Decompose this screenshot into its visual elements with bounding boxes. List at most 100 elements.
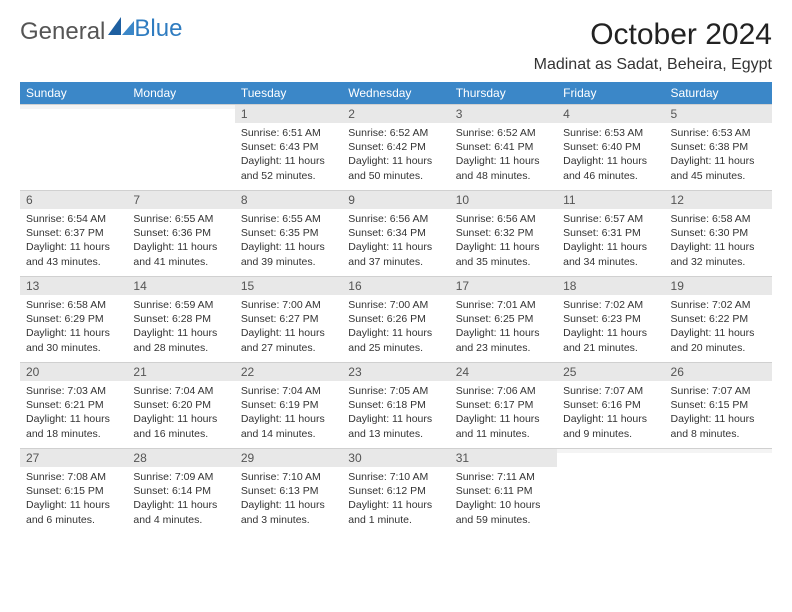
day-number: 31: [450, 448, 557, 467]
day-number: 17: [450, 276, 557, 295]
day-details: Sunrise: 6:53 AMSunset: 6:40 PMDaylight:…: [557, 123, 664, 187]
sunset-text: Sunset: 6:43 PM: [241, 140, 336, 154]
day-number: 19: [665, 276, 772, 295]
sunrise-text: Sunrise: 7:07 AM: [563, 384, 658, 398]
day-number: 28: [127, 448, 234, 467]
sunrise-text: Sunrise: 7:02 AM: [563, 298, 658, 312]
sunrise-text: Sunrise: 7:03 AM: [26, 384, 121, 398]
daylight-text: Daylight: 11 hours and 4 minutes.: [133, 498, 228, 526]
day-details: Sunrise: 6:53 AMSunset: 6:38 PMDaylight:…: [665, 123, 772, 187]
sunrise-text: Sunrise: 6:58 AM: [26, 298, 121, 312]
sunset-text: Sunset: 6:16 PM: [563, 398, 658, 412]
calendar-day-cell: 12Sunrise: 6:58 AMSunset: 6:30 PMDayligh…: [665, 190, 772, 276]
day-number: 22: [235, 362, 342, 381]
day-details: Sunrise: 7:03 AMSunset: 6:21 PMDaylight:…: [20, 381, 127, 445]
sunset-text: Sunset: 6:36 PM: [133, 226, 228, 240]
month-title: October 2024: [534, 18, 772, 52]
day-details: Sunrise: 6:58 AMSunset: 6:29 PMDaylight:…: [20, 295, 127, 359]
sunset-text: Sunset: 6:14 PM: [133, 484, 228, 498]
day-details: Sunrise: 7:07 AMSunset: 6:15 PMDaylight:…: [665, 381, 772, 445]
sunrise-text: Sunrise: 6:54 AM: [26, 212, 121, 226]
day-number: [20, 104, 127, 109]
day-number: 24: [450, 362, 557, 381]
day-number: 11: [557, 190, 664, 209]
calendar-day-cell: 21Sunrise: 7:04 AMSunset: 6:20 PMDayligh…: [127, 362, 234, 448]
daylight-text: Daylight: 11 hours and 23 minutes.: [456, 326, 551, 354]
day-number: 15: [235, 276, 342, 295]
sunrise-text: Sunrise: 7:04 AM: [133, 384, 228, 398]
sunrise-text: Sunrise: 7:02 AM: [671, 298, 766, 312]
sunrise-text: Sunrise: 6:56 AM: [348, 212, 443, 226]
weekday-header: Thursday: [450, 82, 557, 104]
day-details: Sunrise: 6:52 AMSunset: 6:41 PMDaylight:…: [450, 123, 557, 187]
day-details: Sunrise: 7:01 AMSunset: 6:25 PMDaylight:…: [450, 295, 557, 359]
daylight-text: Daylight: 11 hours and 28 minutes.: [133, 326, 228, 354]
day-details: Sunrise: 7:10 AMSunset: 6:13 PMDaylight:…: [235, 467, 342, 531]
sunrise-text: Sunrise: 6:52 AM: [348, 126, 443, 140]
sunrise-text: Sunrise: 6:51 AM: [241, 126, 336, 140]
calendar-day-cell: 23Sunrise: 7:05 AMSunset: 6:18 PMDayligh…: [342, 362, 449, 448]
daylight-text: Daylight: 11 hours and 27 minutes.: [241, 326, 336, 354]
daylight-text: Daylight: 10 hours and 59 minutes.: [456, 498, 551, 526]
day-number: 10: [450, 190, 557, 209]
daylight-text: Daylight: 11 hours and 46 minutes.: [563, 154, 658, 182]
day-details: Sunrise: 6:56 AMSunset: 6:32 PMDaylight:…: [450, 209, 557, 273]
sunrise-text: Sunrise: 7:11 AM: [456, 470, 551, 484]
sunrise-text: Sunrise: 6:55 AM: [133, 212, 228, 226]
calendar-day-cell: 10Sunrise: 6:56 AMSunset: 6:32 PMDayligh…: [450, 190, 557, 276]
sunset-text: Sunset: 6:35 PM: [241, 226, 336, 240]
weekday-header: Tuesday: [235, 82, 342, 104]
daylight-text: Daylight: 11 hours and 20 minutes.: [671, 326, 766, 354]
calendar-week-row: 13Sunrise: 6:58 AMSunset: 6:29 PMDayligh…: [20, 276, 772, 362]
day-number: 6: [20, 190, 127, 209]
location: Madinat as Sadat, Beheira, Egypt: [534, 56, 772, 74]
day-number: [127, 104, 234, 109]
sunset-text: Sunset: 6:19 PM: [241, 398, 336, 412]
daylight-text: Daylight: 11 hours and 18 minutes.: [26, 412, 121, 440]
daylight-text: Daylight: 11 hours and 11 minutes.: [456, 412, 551, 440]
sunrise-text: Sunrise: 7:06 AM: [456, 384, 551, 398]
day-number: 14: [127, 276, 234, 295]
day-details: Sunrise: 7:07 AMSunset: 6:16 PMDaylight:…: [557, 381, 664, 445]
daylight-text: Daylight: 11 hours and 16 minutes.: [133, 412, 228, 440]
calendar-day-cell: 19Sunrise: 7:02 AMSunset: 6:22 PMDayligh…: [665, 276, 772, 362]
sunrise-text: Sunrise: 6:56 AM: [456, 212, 551, 226]
sunrise-text: Sunrise: 7:08 AM: [26, 470, 121, 484]
calendar-day-cell: 20Sunrise: 7:03 AMSunset: 6:21 PMDayligh…: [20, 362, 127, 448]
daylight-text: Daylight: 11 hours and 21 minutes.: [563, 326, 658, 354]
calendar-day-cell: 5Sunrise: 6:53 AMSunset: 6:38 PMDaylight…: [665, 104, 772, 190]
sunset-text: Sunset: 6:30 PM: [671, 226, 766, 240]
calendar-day-cell: 24Sunrise: 7:06 AMSunset: 6:17 PMDayligh…: [450, 362, 557, 448]
calendar-day-cell: 2Sunrise: 6:52 AMSunset: 6:42 PMDaylight…: [342, 104, 449, 190]
daylight-text: Daylight: 11 hours and 6 minutes.: [26, 498, 121, 526]
weekday-header: Friday: [557, 82, 664, 104]
sunrise-text: Sunrise: 7:00 AM: [241, 298, 336, 312]
daylight-text: Daylight: 11 hours and 1 minute.: [348, 498, 443, 526]
weekday-header: Wednesday: [342, 82, 449, 104]
day-details: Sunrise: 7:05 AMSunset: 6:18 PMDaylight:…: [342, 381, 449, 445]
day-number: 12: [665, 190, 772, 209]
day-details: Sunrise: 7:11 AMSunset: 6:11 PMDaylight:…: [450, 467, 557, 531]
header: General Blue October 2024 Madinat as Sad…: [20, 18, 772, 74]
day-number: [557, 448, 664, 453]
day-details: Sunrise: 7:04 AMSunset: 6:19 PMDaylight:…: [235, 381, 342, 445]
sunrise-text: Sunrise: 7:01 AM: [456, 298, 551, 312]
day-details: Sunrise: 6:59 AMSunset: 6:28 PMDaylight:…: [127, 295, 234, 359]
calendar-day-cell: 4Sunrise: 6:53 AMSunset: 6:40 PMDaylight…: [557, 104, 664, 190]
logo-sail-icon: [108, 16, 134, 44]
day-number: 25: [557, 362, 664, 381]
calendar-day-cell: 22Sunrise: 7:04 AMSunset: 6:19 PMDayligh…: [235, 362, 342, 448]
sunrise-text: Sunrise: 6:53 AM: [563, 126, 658, 140]
calendar-day-cell: 1Sunrise: 6:51 AMSunset: 6:43 PMDaylight…: [235, 104, 342, 190]
sunset-text: Sunset: 6:26 PM: [348, 312, 443, 326]
daylight-text: Daylight: 11 hours and 39 minutes.: [241, 240, 336, 268]
sunrise-text: Sunrise: 6:53 AM: [671, 126, 766, 140]
day-details: Sunrise: 6:54 AMSunset: 6:37 PMDaylight:…: [20, 209, 127, 273]
sunrise-text: Sunrise: 7:10 AM: [348, 470, 443, 484]
daylight-text: Daylight: 11 hours and 37 minutes.: [348, 240, 443, 268]
day-details: Sunrise: 7:06 AMSunset: 6:17 PMDaylight:…: [450, 381, 557, 445]
title-block: October 2024 Madinat as Sadat, Beheira, …: [534, 18, 772, 74]
day-details: Sunrise: 7:08 AMSunset: 6:15 PMDaylight:…: [20, 467, 127, 531]
logo: General Blue: [20, 18, 182, 46]
calendar-day-cell: [127, 104, 234, 190]
